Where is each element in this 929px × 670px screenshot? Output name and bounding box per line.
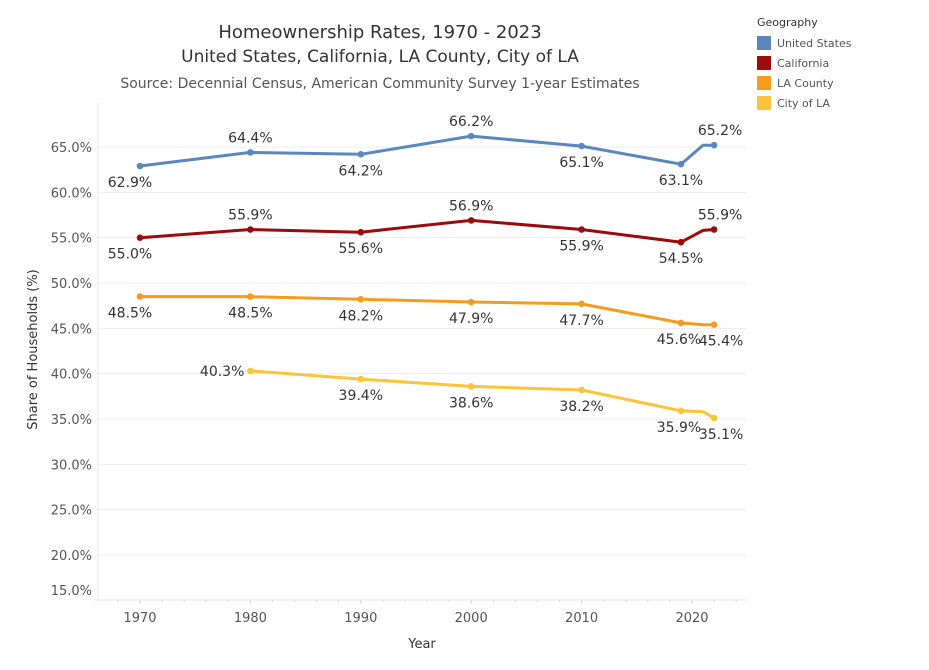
legend-item-la-county[interactable]: LA County [757, 73, 852, 93]
x-tick-label: 2020 [675, 611, 708, 626]
y-tick-label: 65.0% [51, 141, 92, 156]
data-point-la-county [467, 298, 475, 306]
data-point-city-of-la [357, 375, 365, 383]
legend-item-california[interactable]: California [757, 53, 852, 73]
data-point-united-states [677, 160, 685, 168]
chart-source: Source: Decennial Census, American Commu… [120, 76, 640, 92]
chart-title: Homeownership Rates, 1970 - 2023 [218, 22, 542, 43]
y-tick-label: 20.0% [51, 549, 92, 564]
legend-item-city-of-la[interactable]: City of LA [757, 93, 852, 113]
data-label-la-county: 45.4% [699, 334, 743, 350]
data-label-city-of-la: 35.1% [699, 427, 743, 443]
data-label-la-county: 48.2% [339, 308, 383, 324]
x-tick-label: 2000 [455, 611, 488, 626]
legend-swatch-united-states [757, 36, 771, 50]
data-label-city-of-la: 38.6% [449, 395, 493, 411]
data-label-united-states: 65.2% [698, 123, 742, 139]
data-point-california [467, 217, 475, 224]
data-point-city-of-la [247, 367, 254, 375]
data-label-city-of-la: 39.4% [339, 388, 383, 404]
data-label-city-of-la: 38.2% [559, 399, 603, 415]
data-label-california: 55.9% [228, 208, 272, 224]
data-label-united-states: 62.9% [108, 175, 152, 191]
x-tick-label: 1990 [344, 611, 377, 626]
data-label-city-of-la: 40.3% [200, 364, 244, 380]
x-tick-label: 2010 [565, 611, 598, 626]
data-point-california [357, 228, 365, 236]
legend-label-california: California [777, 56, 830, 70]
data-label-la-county: 47.9% [449, 311, 493, 327]
data-point-united-states [136, 162, 144, 170]
y-tick-label: 50.0% [51, 277, 92, 292]
data-point-city-of-la [677, 407, 685, 415]
data-label-la-county: 47.7% [559, 313, 603, 329]
data-label-united-states: 64.4% [228, 130, 272, 146]
data-point-la-county [578, 300, 585, 308]
legend-item-united-states[interactable]: United States [757, 33, 852, 53]
data-point-united-states [578, 142, 585, 150]
data-label-united-states: 65.1% [559, 155, 603, 171]
y-tick-label: 40.0% [51, 368, 92, 383]
data-point-united-states [247, 149, 254, 156]
data-point-city-of-la [710, 414, 718, 422]
legend-label-united-states: United States [777, 36, 852, 50]
data-label-california: 55.9% [698, 208, 742, 224]
data-point-united-states [467, 132, 475, 140]
y-tick-label: 55.0% [51, 232, 92, 247]
data-label-united-states: 64.2% [339, 163, 383, 179]
data-point-united-states [710, 141, 718, 149]
data-point-california [677, 238, 685, 246]
legend-swatch-city-of-la [757, 96, 771, 110]
data-point-city-of-la [467, 383, 475, 390]
y-tick-label: 25.0% [51, 504, 92, 519]
data-point-la-county [710, 321, 718, 329]
data-point-city-of-la [578, 386, 585, 394]
data-label-united-states: 66.2% [449, 114, 493, 130]
data-label-united-states: 63.1% [659, 173, 703, 189]
data-point-california [136, 234, 144, 241]
data-label-california: 55.9% [559, 239, 603, 255]
series-line-la-county [140, 295, 715, 327]
legend-label-la-county: LA County [777, 76, 834, 90]
x-axis-title: Year [407, 637, 436, 652]
data-point-united-states [357, 150, 365, 158]
data-point-la-county [136, 293, 144, 300]
data-label-california: 55.0% [108, 247, 152, 263]
data-point-california [578, 226, 585, 233]
data-label-la-county: 48.5% [108, 306, 152, 322]
legend-swatch-california [757, 56, 771, 70]
data-label-la-county: 45.6% [657, 332, 701, 348]
y-tick-label: 15.0% [51, 584, 92, 599]
y-tick-label: 60.0% [51, 186, 92, 201]
y-tick-label: 35.0% [51, 413, 92, 428]
data-point-la-county [357, 296, 365, 303]
y-tick-label: 45.0% [51, 322, 92, 337]
data-label-california: 54.5% [659, 251, 703, 267]
legend-title: Geography [757, 16, 818, 29]
data-point-la-county [677, 319, 685, 327]
data-label-city-of-la: 35.9% [657, 420, 701, 436]
data-point-california [247, 226, 254, 233]
series-line-california [139, 218, 715, 244]
y-tick-label: 30.0% [51, 458, 92, 473]
data-label-california: 55.6% [339, 241, 383, 257]
data-label-california: 56.9% [449, 198, 493, 214]
legend-swatch-la-county [757, 76, 771, 90]
legend: Geography United States California LA Co… [757, 16, 852, 113]
x-tick-label: 1980 [234, 611, 267, 626]
chart-subtitle: United States, California, LA County, Ci… [181, 47, 579, 67]
data-point-la-county [247, 293, 254, 300]
data-point-california [710, 226, 718, 233]
legend-label-city-of-la: City of LA [777, 96, 831, 110]
y-axis-title: Share of Households (%) [26, 269, 41, 430]
x-tick-label: 1970 [123, 611, 156, 626]
series-line-united-states [139, 134, 715, 168]
data-label-la-county: 48.5% [228, 306, 272, 322]
